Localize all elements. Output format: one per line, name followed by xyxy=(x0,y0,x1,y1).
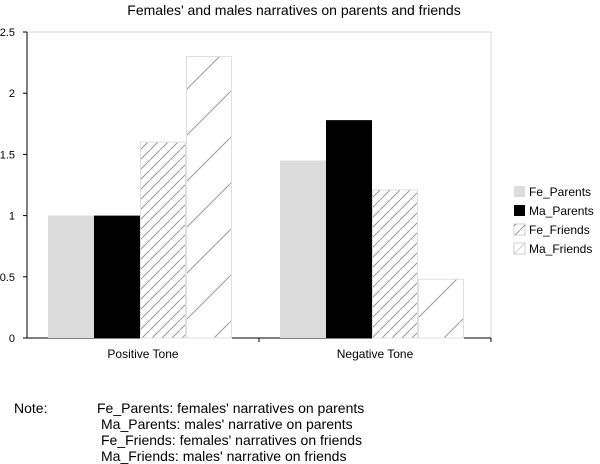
note-line: Ma_Friends: males' narrative on friends xyxy=(101,448,347,464)
legend: Fe_Parents Ma_Parents Fe_Friends Ma_Friends xyxy=(513,185,594,256)
bar xyxy=(140,141,186,339)
bar xyxy=(186,55,232,339)
bar xyxy=(372,189,418,339)
y-tick-label: 1 xyxy=(9,211,15,223)
y-tick-label: 2 xyxy=(9,88,15,100)
bars xyxy=(48,55,464,339)
legend-label: Ma_Friends xyxy=(529,242,592,256)
legend-item: Ma_Parents xyxy=(514,204,594,218)
legend-item: Ma_Friends xyxy=(513,242,592,256)
legend-item: Fe_Parents xyxy=(514,185,591,199)
note-line: Ma_Parents: males' narrative on parents xyxy=(101,416,353,432)
x-tick-label: Negative Tone xyxy=(337,347,414,361)
y-tick-label: 0.5 xyxy=(0,272,15,284)
note-title: Note: xyxy=(14,400,48,416)
note: Note: Fe_Parents: females' narratives on… xyxy=(14,398,574,464)
bar xyxy=(48,215,94,338)
y-tick-label: 0 xyxy=(9,333,15,345)
legend-label: Ma_Parents xyxy=(529,204,594,218)
x-tick-label: Positive Tone xyxy=(107,347,178,361)
note-lines: Fe_Parents: females' narratives on paren… xyxy=(97,400,364,464)
legend-swatch xyxy=(514,205,525,216)
legend-swatch xyxy=(514,186,525,197)
y-tick-label: 1.5 xyxy=(0,149,15,161)
legend-label: Fe_Friends xyxy=(529,223,590,237)
note-line: Fe_Parents: females' narratives on paren… xyxy=(97,400,365,416)
x-tick-labels: Positive Tone Negative Tone xyxy=(107,347,413,361)
legend-item: Fe_Friends xyxy=(513,223,590,237)
legend-label: Fe_Parents xyxy=(529,185,591,199)
bar xyxy=(326,120,372,339)
y-tick-label: 2.5 xyxy=(0,27,15,39)
note-line: Fe_Friends: females' narratives on frien… xyxy=(101,432,363,448)
bar xyxy=(418,278,464,339)
bar xyxy=(280,160,326,338)
bar xyxy=(94,215,140,338)
chart-title: Females' and males narratives on parents… xyxy=(127,2,460,18)
